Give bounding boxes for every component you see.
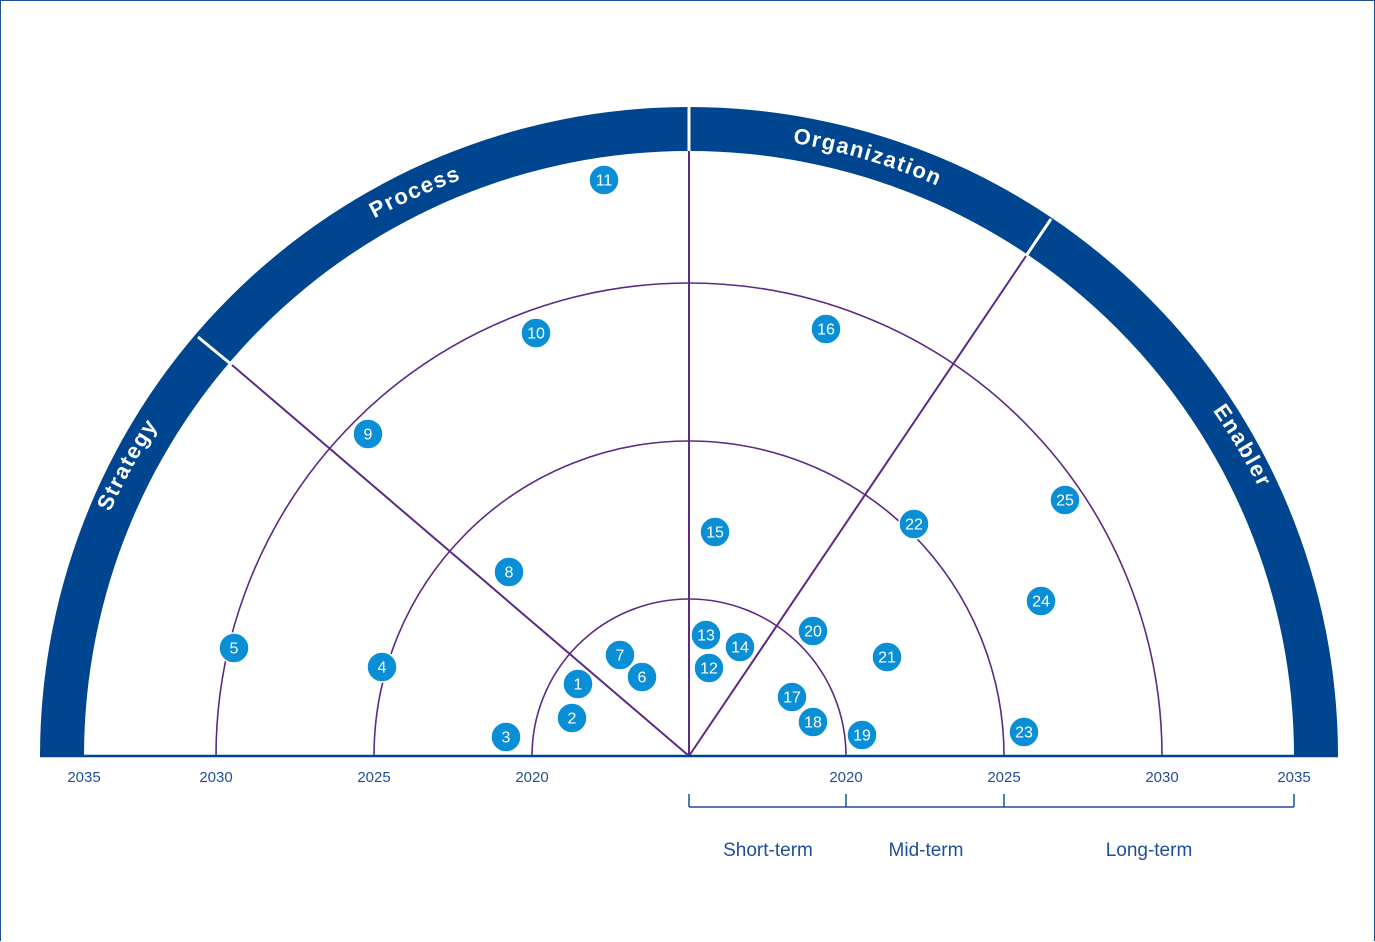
marker-7: 7 bbox=[604, 639, 636, 671]
axis-tick-right-2035: 2035 bbox=[1277, 769, 1310, 786]
marker-20: 20 bbox=[797, 615, 829, 647]
marker-1: 1 bbox=[562, 668, 594, 700]
marker-25: 25 bbox=[1049, 484, 1081, 516]
marker-3: 3 bbox=[490, 721, 522, 753]
term-label-long: Long-term bbox=[1106, 840, 1193, 861]
marker-circle bbox=[520, 317, 552, 349]
marker-18: 18 bbox=[797, 706, 829, 738]
axis-tick-right-2020: 2020 bbox=[829, 769, 862, 786]
marker-label: 11 bbox=[596, 173, 613, 190]
marker-circle bbox=[810, 313, 842, 345]
marker-label: 14 bbox=[731, 640, 749, 657]
marker-circle bbox=[562, 668, 594, 700]
spoke-strategy-process bbox=[231, 364, 690, 757]
marker-5: 5 bbox=[218, 632, 250, 664]
marker-label: 15 bbox=[706, 525, 724, 542]
marker-circle bbox=[846, 719, 878, 751]
axis-tick-left-2035: 2035 bbox=[67, 769, 100, 786]
band-divider-organization-enabler bbox=[1024, 218, 1053, 257]
marker-circle bbox=[493, 556, 525, 588]
marker-label: 1 bbox=[574, 677, 583, 694]
axis-tick-right-2025: 2025 bbox=[987, 769, 1020, 786]
marker-circle bbox=[871, 641, 903, 673]
marker-6: 6 bbox=[626, 661, 658, 693]
marker-circle bbox=[1025, 585, 1057, 617]
marker-circle bbox=[366, 651, 398, 683]
marker-17: 17 bbox=[776, 681, 808, 713]
marker-label: 13 bbox=[697, 628, 715, 645]
marker-10: 10 bbox=[520, 317, 552, 349]
marker-15: 15 bbox=[699, 516, 731, 548]
marker-19: 19 bbox=[846, 719, 878, 751]
marker-label: 4 bbox=[378, 660, 387, 677]
marker-16: 16 bbox=[810, 313, 842, 345]
marker-label: 23 bbox=[1015, 725, 1033, 742]
marker-label: 20 bbox=[804, 624, 822, 641]
marker-24: 24 bbox=[1025, 585, 1057, 617]
marker-circle bbox=[898, 508, 930, 540]
marker-label: 19 bbox=[853, 728, 871, 745]
marker-9: 9 bbox=[352, 418, 384, 450]
marker-label: 6 bbox=[638, 670, 647, 687]
marker-circle bbox=[690, 619, 722, 651]
marker-label: 9 bbox=[364, 427, 373, 444]
marker-label: 17 bbox=[783, 690, 801, 707]
marker-circle bbox=[724, 631, 756, 663]
marker-circle bbox=[352, 418, 384, 450]
term-label-short: Short-term bbox=[723, 840, 813, 861]
marker-circle bbox=[626, 661, 658, 693]
marker-8: 8 bbox=[493, 556, 525, 588]
marker-circle bbox=[797, 615, 829, 647]
marker-13: 13 bbox=[690, 619, 722, 651]
marker-circle bbox=[776, 681, 808, 713]
marker-11: 11 bbox=[588, 164, 620, 196]
marker-label: 3 bbox=[502, 730, 511, 747]
marker-label: 22 bbox=[905, 517, 923, 534]
marker-12: 12 bbox=[693, 652, 725, 684]
marker-circle bbox=[1008, 716, 1040, 748]
axis-tick-left-2030: 2030 bbox=[199, 769, 232, 786]
marker-circle bbox=[699, 516, 731, 548]
marker-circle bbox=[797, 706, 829, 738]
term-label-mid: Mid-term bbox=[889, 840, 964, 861]
spoke-organization-enabler bbox=[688, 255, 1027, 757]
marker-label: 5 bbox=[230, 641, 239, 658]
marker-2: 2 bbox=[556, 702, 588, 734]
marker-21: 21 bbox=[871, 641, 903, 673]
axis-tick-left-2025: 2025 bbox=[357, 769, 390, 786]
marker-label: 25 bbox=[1056, 493, 1074, 510]
marker-label: 10 bbox=[527, 326, 545, 343]
marker-label: 24 bbox=[1032, 594, 1050, 611]
marker-label: 8 bbox=[505, 565, 514, 582]
marker-label: 12 bbox=[700, 661, 718, 678]
marker-label: 21 bbox=[878, 650, 896, 667]
marker-circle bbox=[588, 164, 620, 196]
marker-23: 23 bbox=[1008, 716, 1040, 748]
marker-label: 16 bbox=[817, 322, 835, 339]
marker-layer: 1234567891011121314151617181920212223242… bbox=[218, 164, 1081, 753]
band-divider-strategy-process bbox=[197, 335, 233, 367]
marker-label: 18 bbox=[804, 715, 822, 732]
marker-4: 4 bbox=[366, 651, 398, 683]
marker-circle bbox=[218, 632, 250, 664]
marker-circle bbox=[490, 721, 522, 753]
axis-tick-left-2020: 2020 bbox=[515, 769, 548, 786]
axis-tick-right-2030: 2030 bbox=[1145, 769, 1178, 786]
marker-circle bbox=[1049, 484, 1081, 516]
marker-label: 2 bbox=[568, 711, 577, 728]
marker-circle bbox=[604, 639, 636, 671]
marker-22: 22 bbox=[898, 508, 930, 540]
marker-14: 14 bbox=[724, 631, 756, 663]
marker-circle bbox=[556, 702, 588, 734]
marker-label: 7 bbox=[616, 648, 625, 665]
marker-circle bbox=[693, 652, 725, 684]
